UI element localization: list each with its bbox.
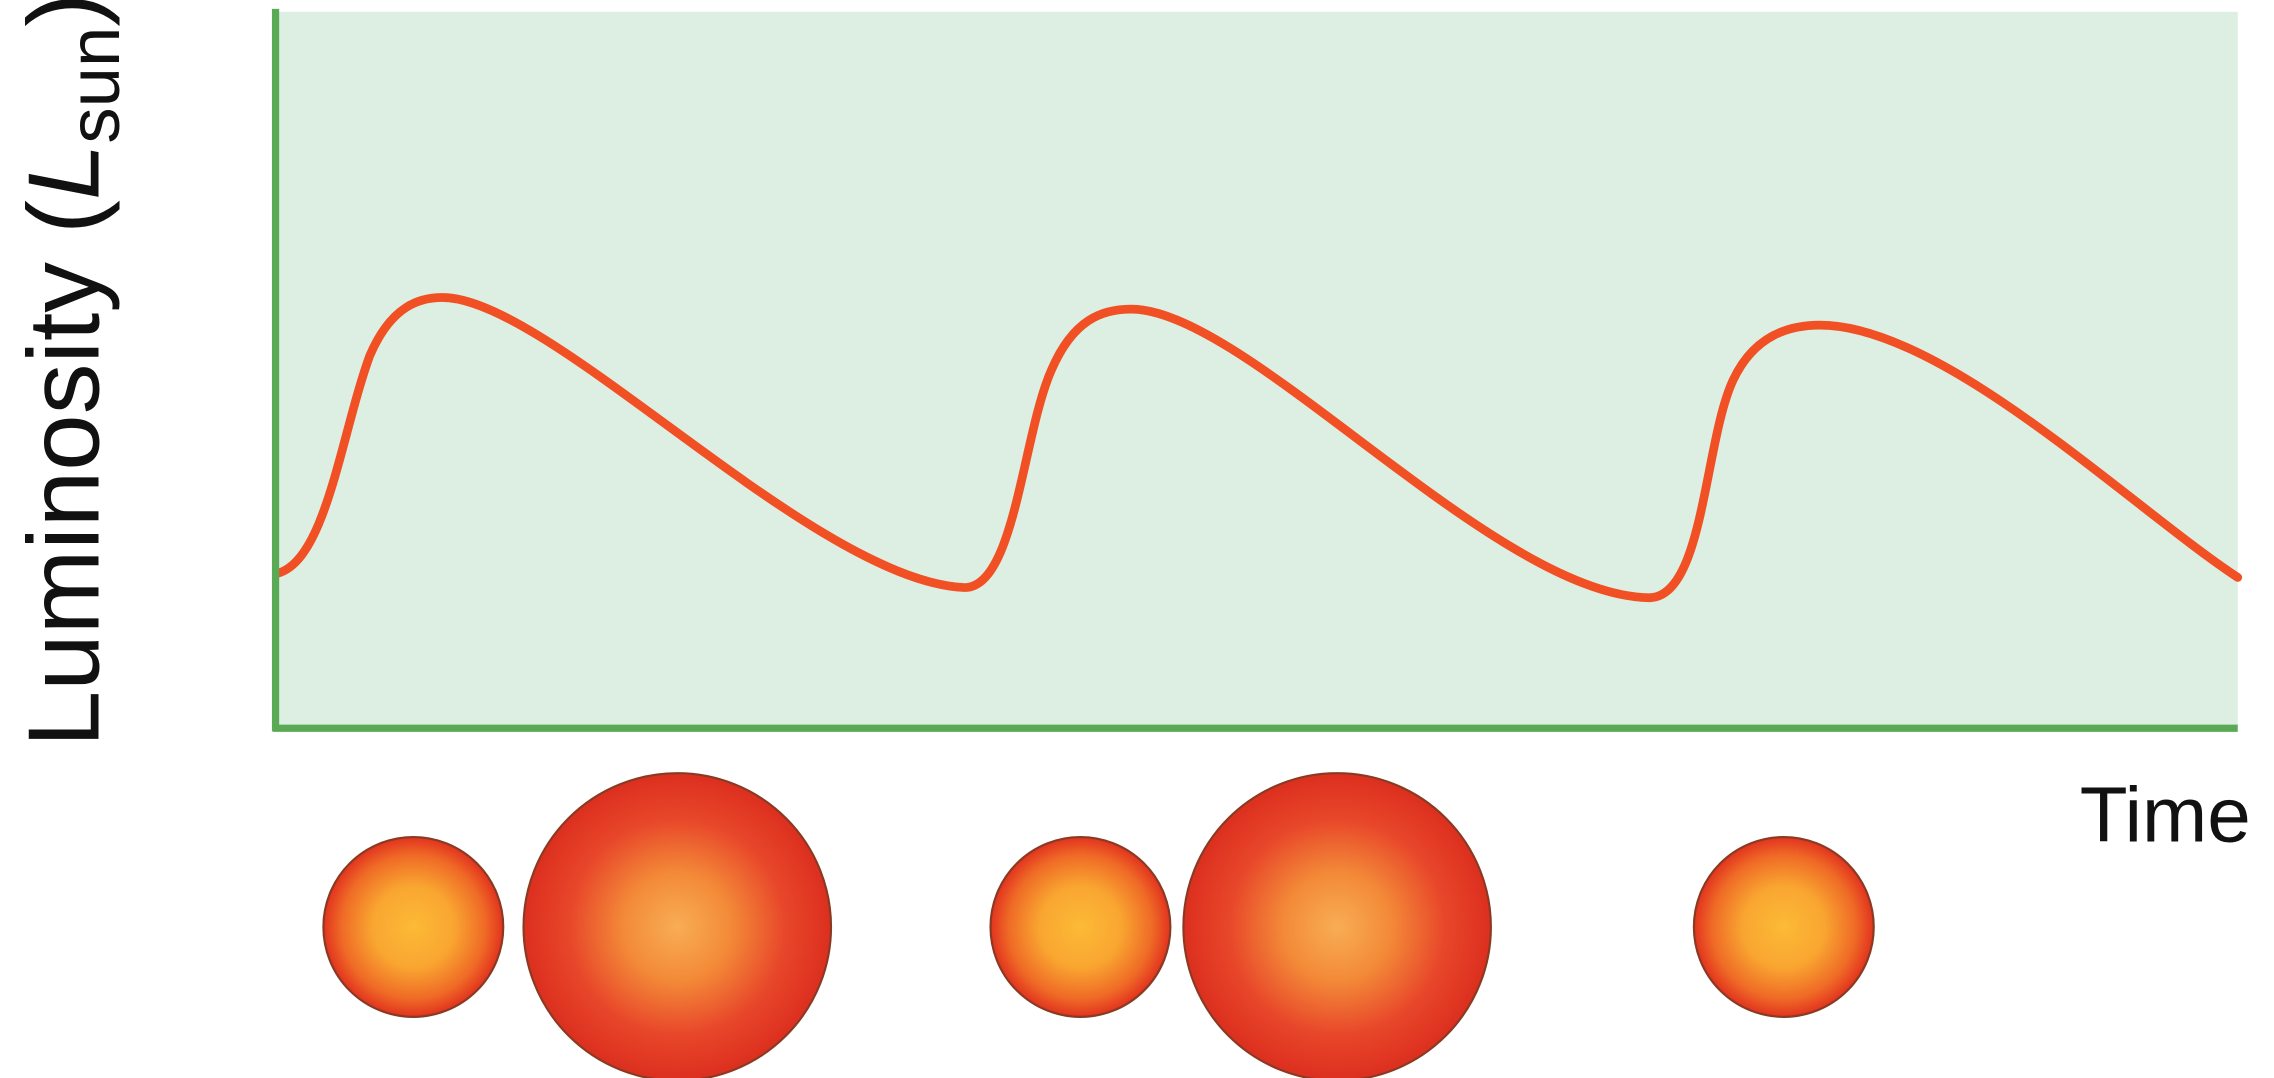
x-axis-label: Time (2080, 770, 2251, 858)
star-small (989, 835, 1172, 1018)
star-large (522, 772, 833, 1078)
stars (322, 772, 1875, 1078)
y-label-text: Luminosity ( (7, 200, 121, 747)
y-axis-label: Luminosity (Lsun) (7, 0, 135, 747)
y-label-close: ) (7, 0, 121, 27)
star-large (1182, 772, 1492, 1078)
star-small (322, 835, 505, 1018)
y-label-symbol: L (7, 144, 121, 200)
star-small (1692, 835, 1875, 1018)
light-curve (274, 293, 2243, 603)
y-label-subscript: sun (54, 27, 135, 144)
